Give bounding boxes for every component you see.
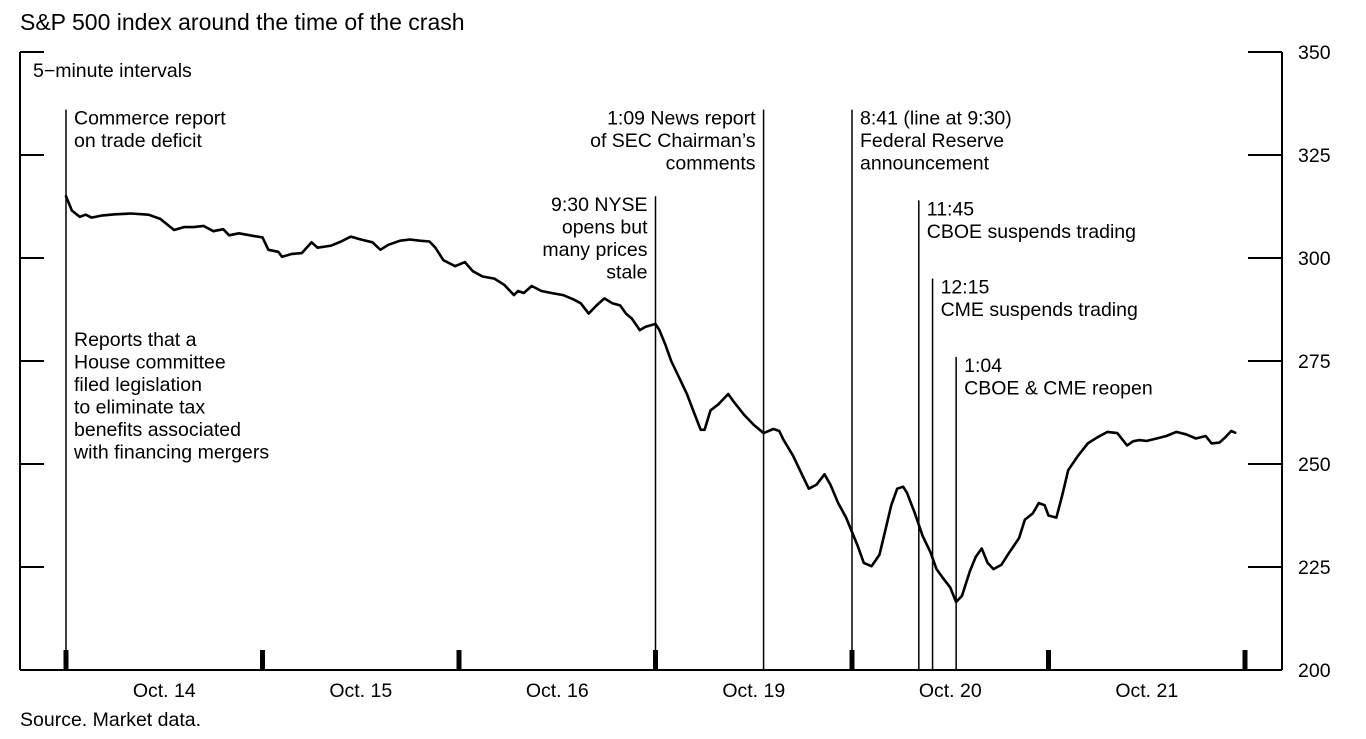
event-annotation-line: CBOE suspends trading	[927, 221, 1136, 243]
event-annotation-line: on trade deficit	[74, 130, 202, 152]
x-tick-label: Oct. 20	[919, 680, 982, 702]
event-annotation: Commerce report on trade deficit	[74, 108, 226, 152]
event-annotation-line: of SEC Chairman’s	[590, 130, 756, 152]
side-note-line: House committee	[74, 352, 226, 374]
side-note-line: benefits associated	[74, 419, 241, 441]
side-note-line: filed legislation	[74, 374, 202, 396]
y-tick-label: 250	[1298, 454, 1331, 476]
event-annotation-line: announcement	[860, 153, 990, 175]
side-note-line: with financing mergers	[73, 442, 269, 464]
event-annotation-line: comments	[666, 153, 756, 175]
event-annotation-line: many prices	[542, 239, 647, 261]
y-tick-label: 225	[1298, 557, 1331, 579]
event-annotation-line: CBOE & CME reopen	[964, 377, 1153, 399]
event-annotation: 1:09 News report of SEC Chairman’s comment…	[590, 108, 756, 175]
event-annotation-line: CME suspends trading	[941, 299, 1138, 321]
x-tick-label: Oct. 16	[526, 680, 589, 702]
series-line	[64, 194, 1237, 604]
event-annotation-line: 8:41 (line at 9:30)	[860, 108, 1012, 130]
x-axis: Oct. 14 Oct. 15 Oct. 16 Oct. 19 Oct. 20 Oct. …	[63, 650, 1248, 702]
event-annotation: 9:30 NYSE opens but many prices stale	[542, 194, 648, 284]
event-markers: Commerce report on trade deficit 9:30 NYSE…	[65, 108, 1153, 670]
y-tick-label: 275	[1298, 351, 1331, 373]
chart-title: S&P 500 index around the time of the cra…	[20, 9, 465, 35]
side-note: Reports that a House committee filed legis…	[73, 329, 269, 464]
chart-subtitle: 5−minute intervals	[33, 60, 192, 82]
side-note-line: to eliminate tax	[74, 397, 205, 419]
event-annotation: 11:45 CBOE suspends trading	[927, 198, 1136, 243]
event-annotation: 8:41 (line at 9:30) Federal Reserve announ…	[860, 108, 1012, 175]
event-annotation: 1:04 CBOE & CME reopen	[964, 355, 1153, 400]
source-note: Source. Market data.	[20, 709, 201, 731]
y-tick-label: 350	[1298, 42, 1331, 64]
event-annotation-line: 11:45	[927, 198, 975, 220]
event-annotation-line: Federal Reserve	[860, 130, 1004, 152]
side-note-line: Reports that a	[74, 329, 197, 351]
event-annotation-line: 1:09 News report	[607, 108, 756, 130]
y-tick-label: 200	[1298, 660, 1331, 682]
event-annotation-line: opens but	[562, 217, 648, 239]
event-annotation-line: Commerce report	[74, 108, 226, 130]
event-annotation-line: 9:30 NYSE	[551, 194, 647, 216]
x-tick-label: Oct. 14	[133, 680, 196, 702]
y-tick-label: 300	[1298, 248, 1331, 270]
y-axis: 200 225 250 275 300 325 350	[20, 42, 1331, 682]
series-layer	[64, 194, 1237, 604]
x-tick-label: Oct. 19	[722, 680, 785, 702]
side-note-text: Reports that a House committee filed legis…	[73, 329, 269, 464]
y-tick-label: 325	[1298, 145, 1331, 167]
x-tick-label: Oct. 15	[329, 680, 392, 702]
event-annotation-line: 1:04	[964, 355, 1002, 377]
event-annotation-line: stale	[606, 262, 647, 284]
event-annotation-line: 12:15	[941, 277, 990, 299]
x-tick-label: Oct. 21	[1115, 680, 1178, 702]
event-annotation: 12:15 CME suspends trading	[941, 277, 1138, 322]
